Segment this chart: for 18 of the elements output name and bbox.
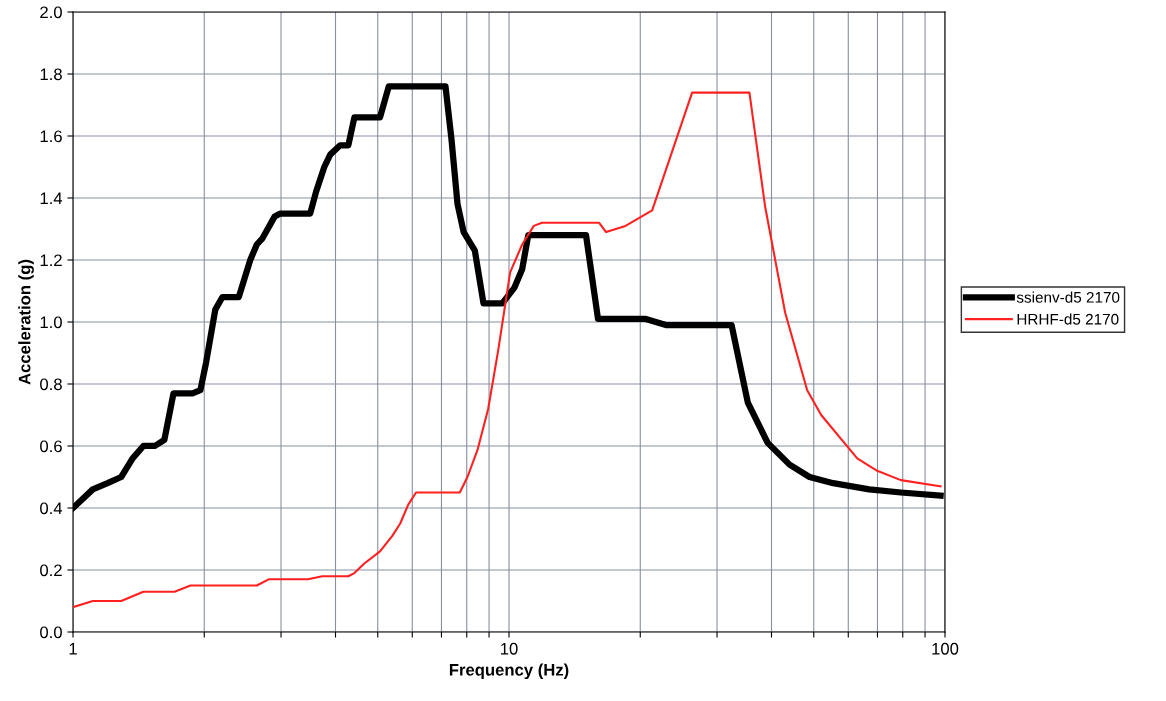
y-tick-label: 0.6	[40, 440, 62, 453]
y-tick-label: 0.8	[40, 378, 62, 391]
y-tick-label: 2.0	[40, 6, 62, 19]
x-tick-label: 1	[69, 643, 77, 655]
y-tick-label: 0.2	[40, 564, 62, 577]
y-tick-label: 1.4	[40, 192, 63, 205]
y-tick-label: 1.6	[40, 130, 62, 143]
x-axis-title: Frequency (Hz)	[449, 663, 569, 680]
y-tick-label: 0.0	[40, 626, 62, 639]
y-tick-label: 1.0	[40, 316, 62, 329]
legend-label: ssienv-d5 2170	[1016, 291, 1120, 303]
y-tick-label: 1.2	[40, 254, 62, 267]
x-tick-label: 10	[501, 642, 518, 655]
y-tick-label: 1.8	[40, 68, 62, 81]
y-tick-label: 0.4	[40, 502, 63, 515]
legend-label: HRHF-d5 2170	[1017, 313, 1119, 325]
x-tick-label: 100	[932, 642, 959, 655]
y-axis-title: Acceleration (g)	[18, 259, 34, 385]
